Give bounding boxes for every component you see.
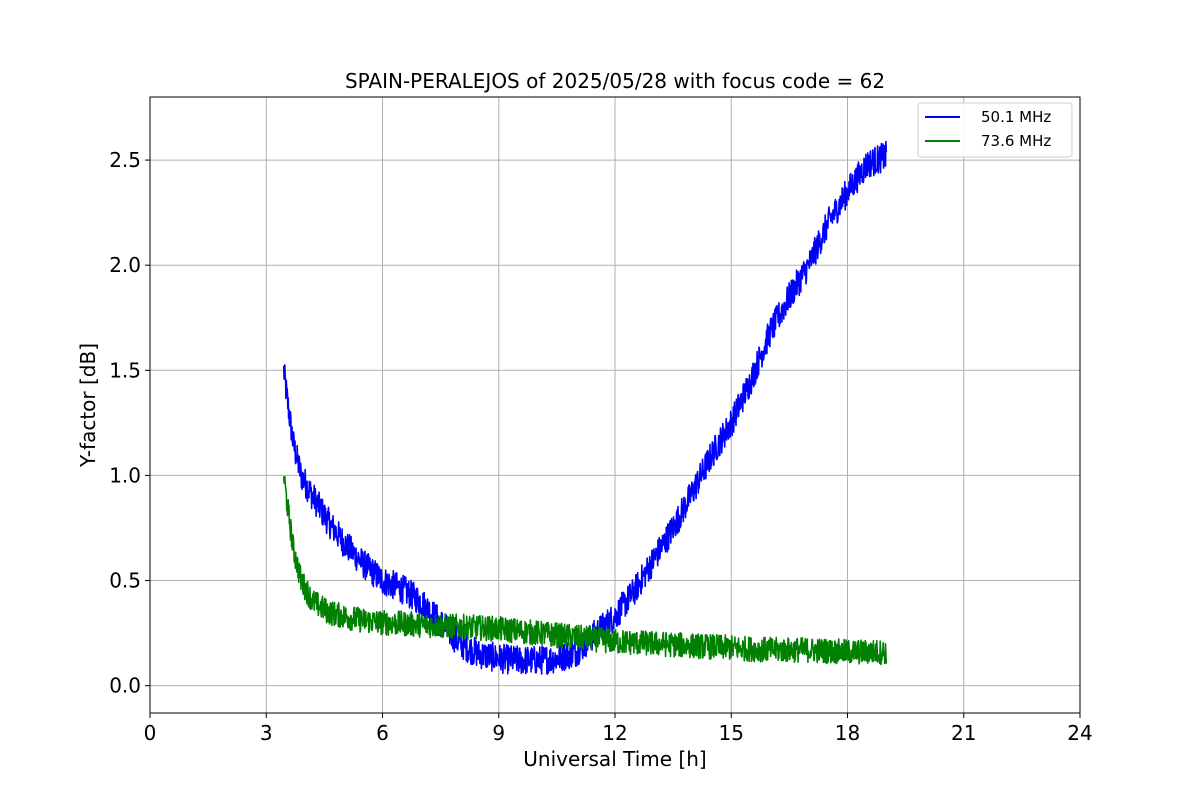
chart-title: SPAIN-PERALEJOS of 2025/05/28 with focus… [345,69,885,93]
x-tick-label: 18 [835,721,860,745]
y-tick-label: 1.5 [109,358,141,382]
x-tick-label: 21 [951,721,976,745]
legend-label-1: 50.1 MHz [981,108,1051,126]
y-tick-label: 0.0 [109,674,141,698]
y-axis-label: Y-factor [dB] [76,343,100,468]
legend-label-2: 73.6 MHz [981,132,1051,150]
x-tick-label: 6 [376,721,389,745]
x-axis-label: Universal Time [h] [523,747,706,771]
plot-area [282,140,888,675]
x-tick-label: 15 [719,721,744,745]
ticks: 0 3 6 9 12 15 18 21 24 0.0 0.5 1.0 1.5 2.0 2.5 [109,148,1093,745]
y-tick-label: 1.0 [109,463,141,487]
y-tick-label: 0.5 [109,569,141,593]
x-tick-label: 9 [492,721,505,745]
x-tick-label: 3 [260,721,273,745]
x-tick-label: 12 [602,721,627,745]
x-tick-label: 0 [144,721,157,745]
y-tick-label: 2.0 [109,253,141,277]
y-tick-label: 2.5 [109,148,141,172]
legend: 50.1 MHz 73.6 MHz [917,102,1073,158]
series-line-2 [282,475,888,666]
series-group [282,140,888,675]
x-tick-label: 24 [1067,721,1092,745]
